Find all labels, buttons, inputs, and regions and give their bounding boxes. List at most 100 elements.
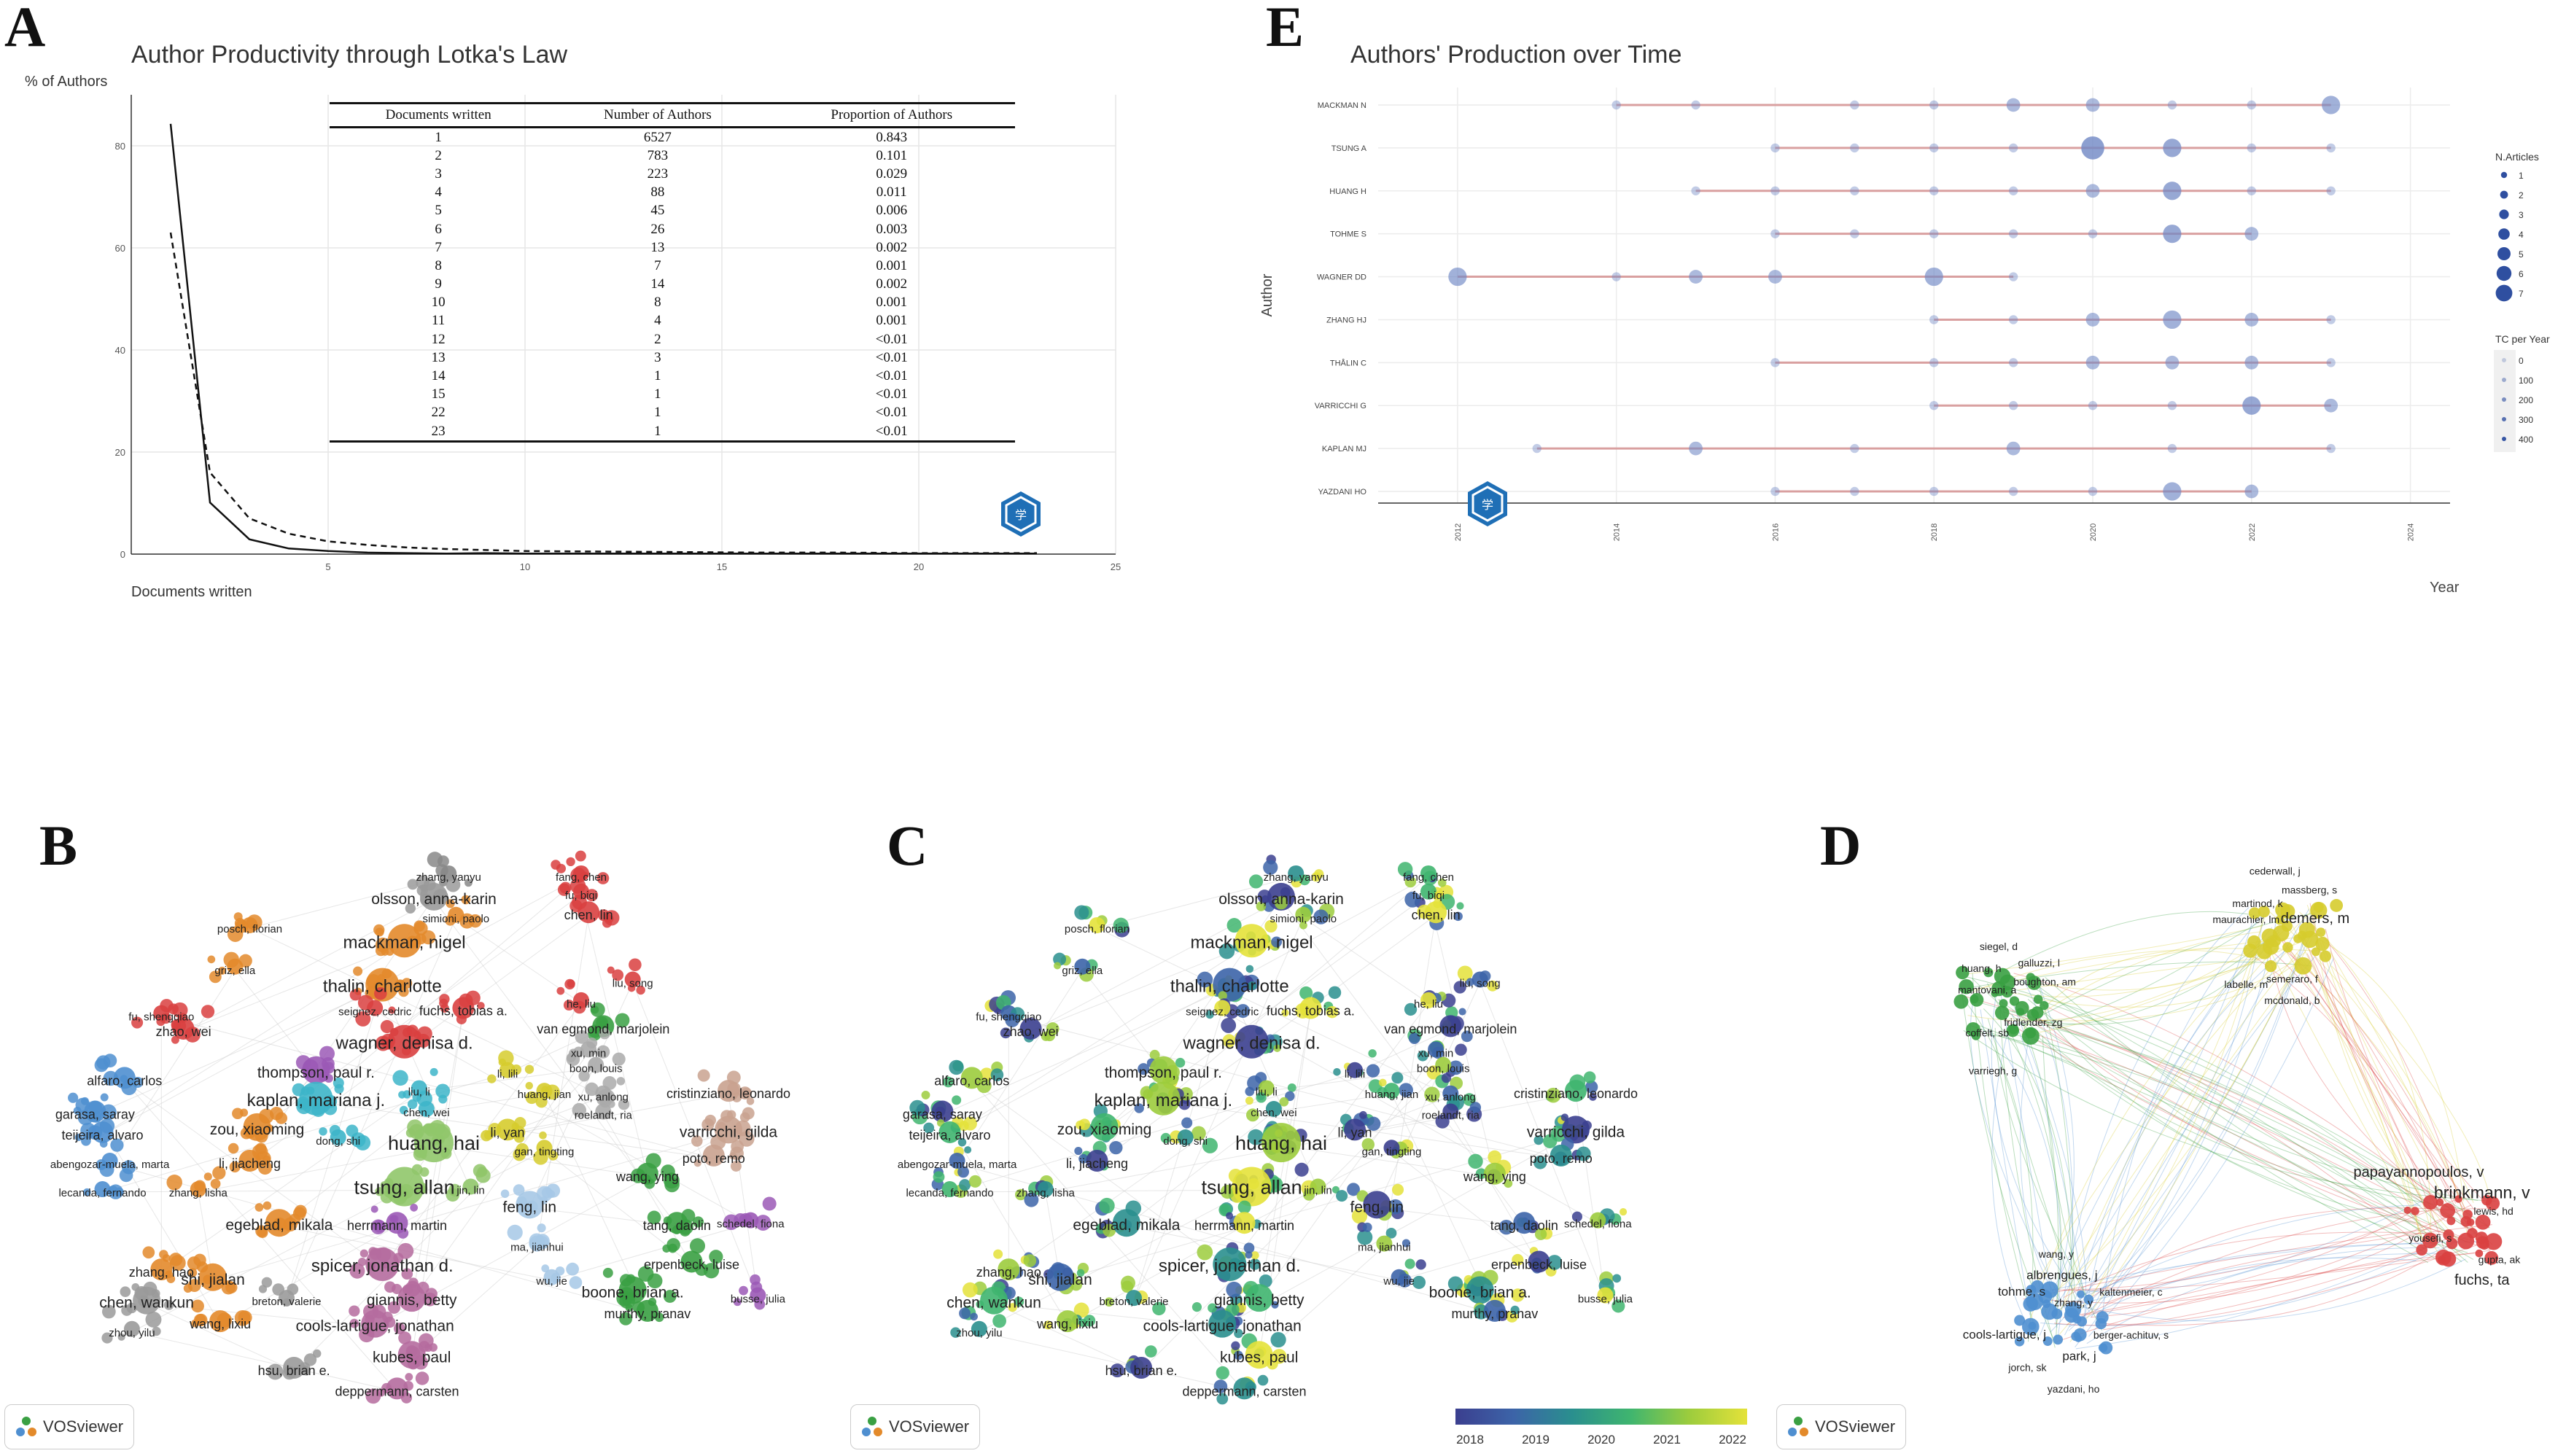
- author-label: erpenbeck, luise: [644, 1257, 739, 1272]
- citation-link: [2011, 1011, 2465, 1225]
- author-label: chen, wankun: [946, 1295, 1041, 1312]
- author-node: [498, 1050, 514, 1067]
- table-row: 10 8 0.001: [330, 294, 1015, 312]
- author-node: [398, 1331, 411, 1344]
- author-node: [566, 1053, 576, 1062]
- author-node: [477, 1002, 485, 1010]
- production-point: [2247, 186, 2256, 195]
- author-label: demers, m: [2281, 911, 2349, 927]
- author-label: berger-achituv, s: [2093, 1329, 2169, 1341]
- author-node: [701, 1118, 715, 1132]
- author-node: [1138, 1063, 1150, 1075]
- author-label: giannis, betty: [1214, 1292, 1305, 1309]
- author-node: [257, 1227, 268, 1239]
- citation-link: [2034, 931, 2260, 1019]
- author-label: kaplan, mariana j.: [247, 1091, 385, 1110]
- author-node: [2481, 1195, 2492, 1206]
- table-cell: 3: [435, 166, 442, 182]
- author-node: [2076, 1316, 2088, 1327]
- legend-tc-dot: [2502, 437, 2506, 441]
- author-node: [1528, 1250, 1550, 1273]
- author-node: [959, 1179, 971, 1191]
- author-label: poto, remo: [683, 1151, 745, 1166]
- table-cell: <0.01: [875, 349, 908, 365]
- author-label: poto, remo: [1530, 1151, 1593, 1166]
- vosviewer-badge-c2: VOSviewer: [1776, 1404, 1907, 1449]
- author-node: [142, 1246, 155, 1259]
- legend-articles-dot: [2495, 284, 2513, 302]
- author-label: wang, ying: [615, 1169, 679, 1184]
- legend-articles-dot: [2498, 228, 2510, 240]
- author-node: [1121, 1280, 1134, 1293]
- author-node: [1251, 1251, 1259, 1260]
- author-node: [1226, 1281, 1243, 1298]
- author-node: [543, 1269, 560, 1285]
- coauthor-link: [979, 1331, 1245, 1392]
- production-point: [2085, 184, 2100, 198]
- author-node: [241, 916, 258, 933]
- author-node: [968, 1175, 981, 1188]
- citation-link: [2039, 921, 2260, 1024]
- author-node: [588, 1056, 604, 1073]
- citation-link: [2068, 926, 2309, 1331]
- table-cell: 8: [435, 257, 442, 273]
- coauthor-link: [1097, 876, 1296, 929]
- author-label: YAZDANI HO: [1318, 488, 1367, 497]
- author-node: [2311, 947, 2320, 957]
- author-label: busse, julia: [731, 1293, 786, 1306]
- author-node: [1959, 978, 1974, 994]
- coauthor-link: [1391, 1150, 1539, 1265]
- x-tick-label: 2022: [2248, 523, 2257, 541]
- author-node: [1294, 1162, 1309, 1177]
- citation-link: [2016, 929, 2279, 1026]
- table-row: 23 1 <0.01: [330, 422, 1015, 443]
- table-cell: 0.006: [876, 203, 908, 219]
- author-node: [420, 882, 448, 911]
- author-node: [267, 1363, 284, 1380]
- table-cell: 223: [647, 166, 669, 182]
- author-node: [1611, 1299, 1625, 1313]
- coauthor-link: [131, 1331, 397, 1392]
- author-node: [1073, 1302, 1089, 1318]
- author-label: jin, lin: [1303, 1185, 1331, 1197]
- author-node: [619, 1312, 633, 1325]
- coauthor-link: [316, 876, 582, 1102]
- author-node: [2026, 1008, 2040, 1021]
- author-node: [397, 1284, 426, 1312]
- author-node: [419, 1167, 429, 1177]
- citation-link: [2287, 949, 2469, 1240]
- author-node: [411, 1080, 427, 1097]
- citation-link: [2050, 935, 2311, 1333]
- author-node: [1311, 872, 1321, 882]
- citation-link: [2009, 958, 2303, 1021]
- author-node: [483, 1130, 494, 1140]
- author-node: [398, 1091, 406, 1099]
- vosviewer-label: VOSviewer: [43, 1417, 124, 1436]
- production-over-time-chart: 2012 2014 2016 2018 2020 2022 2024YearAuthorMA…: [1259, 87, 2550, 596]
- author-node: [578, 1070, 590, 1082]
- author-node: [1468, 1153, 1483, 1169]
- table-cell: 0.001: [876, 257, 908, 273]
- coauthor-link: [1133, 917, 1304, 1301]
- author-node: [958, 1121, 969, 1132]
- author-node: [2077, 1290, 2085, 1299]
- author-node: [1512, 1253, 1524, 1266]
- author-node: [575, 1029, 589, 1044]
- author-label: lewis, hd: [2473, 1205, 2513, 1217]
- author-node: [596, 872, 610, 884]
- author-node: [446, 1188, 460, 1202]
- author-node: [1510, 1305, 1520, 1315]
- table-cell: 23: [330, 422, 548, 443]
- table-cell: 4: [654, 313, 661, 329]
- author-node: [524, 1064, 534, 1074]
- author-node: [108, 1184, 123, 1199]
- author-label: wu, jie: [1383, 1275, 1415, 1288]
- author-node: [1404, 891, 1421, 908]
- author-node: [187, 1268, 198, 1277]
- colorbar-tick-label: 2019: [1522, 1433, 1550, 1447]
- production-point: [1929, 358, 1939, 367]
- author-label: fu, biqi: [565, 889, 597, 902]
- production-point: [1770, 486, 1780, 497]
- author-node: [1236, 1004, 1251, 1019]
- table-header: Proportion of Authors: [768, 102, 1015, 128]
